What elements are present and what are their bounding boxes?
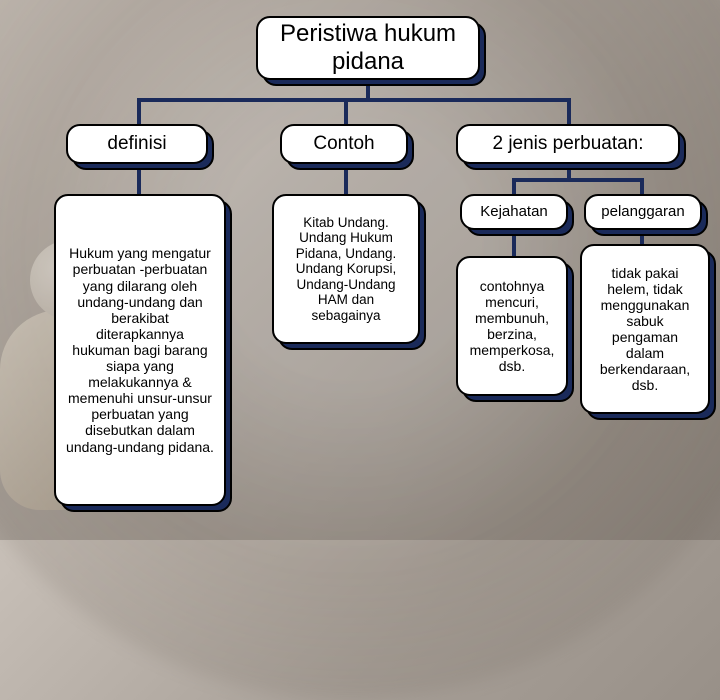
node-label: 2 jenis perbuatan:: [492, 133, 643, 155]
hierarchy-chart: Peristiwa hukum pidana definisi Contoh 2…: [0, 16, 720, 526]
node-kejahatan-detail: contohnya mencuri, membunuh, berzina, me…: [456, 256, 568, 396]
connector: [512, 178, 516, 194]
node-contoh-detail: Kitab Undang. Undang Hukum Pidana, Undan…: [272, 194, 420, 344]
connector: [512, 178, 644, 182]
node-label: Kitab Undang. Undang Hukum Pidana, Undan…: [284, 215, 408, 324]
node-label: pelanggaran: [601, 203, 684, 220]
connector: [344, 98, 348, 124]
root-label: Peristiwa hukum pidana: [268, 20, 468, 75]
node-pelanggaran: pelanggaran: [584, 194, 702, 230]
node-contoh: Contoh: [280, 124, 408, 164]
node-kejahatan: Kejahatan: [460, 194, 568, 230]
connector: [137, 98, 141, 124]
node-label: tidak pakai helem, tidak menggunakan sab…: [592, 265, 698, 394]
connector: [567, 98, 571, 124]
node-label: contohnya mencuri, membunuh, berzina, me…: [468, 278, 556, 375]
node-label: Hukum yang mengatur perbuatan -perbuatan…: [66, 245, 214, 454]
connector: [137, 98, 571, 102]
node-pelanggaran-detail: tidak pakai helem, tidak menggunakan sab…: [580, 244, 710, 414]
connector: [640, 178, 644, 194]
node-label: definisi: [107, 133, 166, 155]
root-node: Peristiwa hukum pidana: [256, 16, 480, 80]
node-definisi-detail: Hukum yang mengatur perbuatan -perbuatan…: [54, 194, 226, 506]
node-label: Kejahatan: [480, 203, 548, 220]
node-label: Contoh: [313, 133, 374, 155]
node-definisi: definisi: [66, 124, 208, 164]
node-jenis: 2 jenis perbuatan:: [456, 124, 680, 164]
